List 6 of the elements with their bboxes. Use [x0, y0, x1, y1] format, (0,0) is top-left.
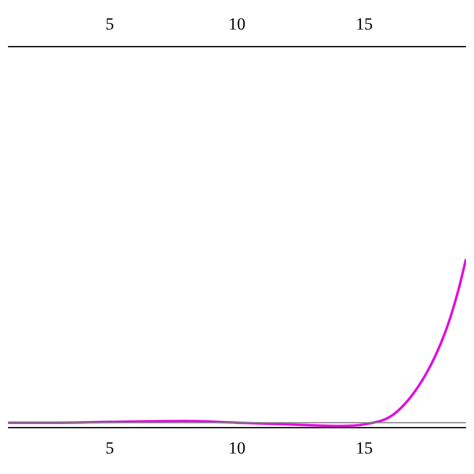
x2-tick-label: 10 [228, 438, 246, 458]
x-tick-label: 15 [356, 14, 373, 34]
x-tick-label: 5 [106, 14, 114, 34]
x-tick-label: 10 [228, 14, 246, 34]
x2-tick-label: 5 [106, 438, 114, 458]
x2-tick-label: 15 [356, 438, 373, 458]
